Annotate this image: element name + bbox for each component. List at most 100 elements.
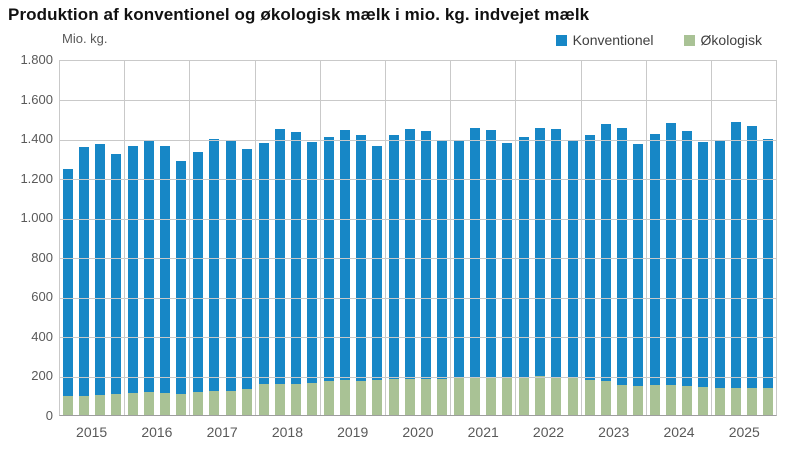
x-axis-label-2025: 2025 <box>728 424 760 440</box>
bar-2025-q3 <box>747 126 757 415</box>
bar-2019-q3 <box>355 134 366 415</box>
bar-segment-okologisk <box>519 376 530 415</box>
bar-segment-konventionel <box>502 142 513 378</box>
bar-segment-konventionel <box>535 128 546 377</box>
bar-segment-okologisk <box>79 395 90 415</box>
bar-segment-okologisk <box>306 382 317 415</box>
bar-segment-okologisk <box>258 384 269 415</box>
bar-segment-okologisk <box>355 381 366 415</box>
bar-2018-q4 <box>306 142 317 415</box>
bar-2022-q4 <box>567 141 578 415</box>
y-axis-tick: 600 <box>31 289 53 305</box>
bar-2023-q3 <box>616 128 627 415</box>
x-axis-label-2022: 2022 <box>532 424 565 440</box>
bar-2024-q4 <box>697 142 708 415</box>
bar-segment-okologisk <box>290 383 301 415</box>
bar-segment-konventionel <box>730 122 741 388</box>
bar-segment-okologisk <box>128 392 139 415</box>
bar-2025-q1 <box>714 139 725 415</box>
bar-2022-q3 <box>551 129 562 415</box>
bar-segment-konventionel <box>95 143 106 396</box>
bar-segment-konventionel <box>665 123 676 386</box>
bar-segment-okologisk <box>600 380 611 415</box>
gridline <box>60 376 776 378</box>
bar-segment-konventionel <box>567 141 578 379</box>
plot-area <box>59 60 777 416</box>
bar-segment-konventionel <box>258 143 269 385</box>
bar-segment-okologisk <box>584 379 595 415</box>
bar-segment-okologisk <box>274 383 285 415</box>
bar-segment-konventionel <box>486 129 497 378</box>
okologisk-swatch-icon <box>683 34 695 46</box>
bar-2017-q4 <box>241 149 252 415</box>
bar-segment-okologisk <box>681 386 692 415</box>
bar-segment-okologisk <box>176 393 187 415</box>
bar-segment-konventionel <box>290 132 301 384</box>
gridline <box>60 179 776 181</box>
y-axis-tick: 400 <box>31 328 53 344</box>
bar-segment-okologisk <box>454 377 465 415</box>
bar-2020-q2 <box>405 129 415 415</box>
bar-segment-okologisk <box>470 377 481 415</box>
legend-label-okologisk: Økologisk <box>700 32 762 48</box>
bar-segment-okologisk <box>193 392 204 415</box>
bar-segment-okologisk <box>209 391 220 415</box>
bar-2023-q1 <box>584 134 595 415</box>
x-axis-label-2017: 2017 <box>206 424 238 440</box>
bar-2021-q2 <box>470 128 481 415</box>
y-axis-tick: 1.800 <box>20 52 53 67</box>
bar-segment-konventionel <box>470 128 481 378</box>
y-axis-tick: 800 <box>31 249 53 265</box>
year-column-2022 <box>516 61 582 415</box>
bar-segment-konventionel <box>405 129 415 379</box>
bar-segment-okologisk <box>697 386 708 415</box>
bar-2020-q3 <box>421 131 432 415</box>
bar-segment-konventionel <box>763 139 774 389</box>
bar-segment-okologisk <box>763 388 774 415</box>
bar-segment-okologisk <box>567 378 578 415</box>
bar-segment-konventionel <box>63 169 73 397</box>
bar-segment-konventionel <box>128 146 139 393</box>
year-column-2023 <box>582 61 647 415</box>
bar-segment-okologisk <box>388 379 399 415</box>
gridline <box>60 258 776 260</box>
y-axis-tick: 200 <box>31 368 53 384</box>
bar-segment-okologisk <box>323 381 334 415</box>
bar-2015-q3 <box>95 143 106 415</box>
bar-2016-q2 <box>144 139 155 415</box>
year-column-2024 <box>647 61 712 415</box>
legend: Konventionel Økologisk <box>555 32 762 48</box>
bar-2024-q2 <box>665 123 676 415</box>
gridline <box>60 100 776 102</box>
bar-segment-konventionel <box>371 145 382 381</box>
bar-segment-okologisk <box>730 387 741 415</box>
x-axis-label-2015: 2015 <box>76 424 108 440</box>
bar-2025-q4 <box>763 139 774 415</box>
x-axis-label-2019: 2019 <box>337 424 369 440</box>
chart-title: Produktion af konventionel og økologisk … <box>8 5 590 24</box>
bar-segment-konventionel <box>649 134 660 386</box>
bar-segment-konventionel <box>355 134 366 382</box>
bar-segment-konventionel <box>421 131 432 380</box>
bar-2020-q4 <box>437 141 448 415</box>
bar-2015-q1 <box>63 169 73 415</box>
year-column-2019 <box>321 61 386 415</box>
bar-segment-konventionel <box>616 128 627 385</box>
year-column-2021 <box>451 61 517 415</box>
gridline <box>60 297 776 299</box>
bar-2019-q4 <box>371 145 382 415</box>
bar-2022-q1 <box>519 136 530 415</box>
bar-segment-konventionel <box>176 161 187 394</box>
year-column-2020 <box>386 61 452 415</box>
bar-segment-okologisk <box>371 380 382 415</box>
y-axis-tick: 1.600 <box>20 91 53 107</box>
legend-item-konventionel: Konventionel <box>555 32 654 48</box>
x-axis-label-2021: 2021 <box>467 424 499 440</box>
bar-segment-konventionel <box>437 141 448 379</box>
bar-2025-q2 <box>730 122 741 415</box>
y-axis-tick: 0 <box>45 408 53 423</box>
bar-2015-q2 <box>79 147 90 415</box>
year-column-2018 <box>256 61 321 415</box>
year-column-2025 <box>712 61 776 415</box>
bar-segment-konventionel <box>551 129 562 378</box>
